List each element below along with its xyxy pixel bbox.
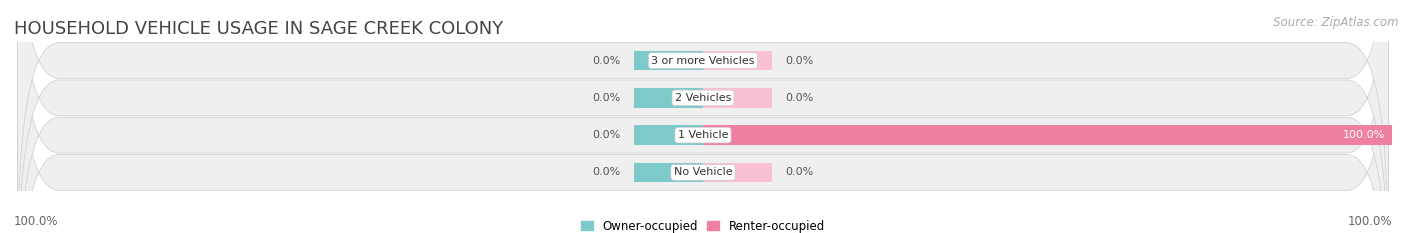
Text: 100.0%: 100.0% (1347, 215, 1392, 228)
Bar (634, 51, 703, 70)
Text: 100.0%: 100.0% (1343, 130, 1385, 140)
Text: 0.0%: 0.0% (786, 56, 814, 65)
Bar (703, 88, 772, 108)
Text: 100.0%: 100.0% (14, 215, 59, 228)
Bar (634, 88, 703, 108)
Text: 0.0%: 0.0% (592, 93, 620, 103)
Text: 0.0%: 0.0% (592, 56, 620, 65)
Text: 3 or more Vehicles: 3 or more Vehicles (651, 56, 755, 65)
Text: Source: ZipAtlas.com: Source: ZipAtlas.com (1274, 16, 1399, 29)
FancyBboxPatch shape (17, 0, 1389, 233)
FancyBboxPatch shape (17, 0, 1389, 233)
FancyBboxPatch shape (17, 0, 1389, 233)
Legend: Owner-occupied, Renter-occupied: Owner-occupied, Renter-occupied (581, 220, 825, 233)
Text: 0.0%: 0.0% (592, 168, 620, 177)
Bar (703, 51, 772, 70)
Bar (634, 125, 703, 145)
Bar (703, 125, 1392, 145)
Bar (703, 163, 772, 182)
Text: 2 Vehicles: 2 Vehicles (675, 93, 731, 103)
Text: 1 Vehicle: 1 Vehicle (678, 130, 728, 140)
Text: 0.0%: 0.0% (592, 130, 620, 140)
Text: HOUSEHOLD VEHICLE USAGE IN SAGE CREEK COLONY: HOUSEHOLD VEHICLE USAGE IN SAGE CREEK CO… (14, 20, 503, 38)
Text: 0.0%: 0.0% (786, 168, 814, 177)
Text: No Vehicle: No Vehicle (673, 168, 733, 177)
Bar (634, 163, 703, 182)
FancyBboxPatch shape (17, 0, 1389, 233)
Text: 0.0%: 0.0% (786, 93, 814, 103)
